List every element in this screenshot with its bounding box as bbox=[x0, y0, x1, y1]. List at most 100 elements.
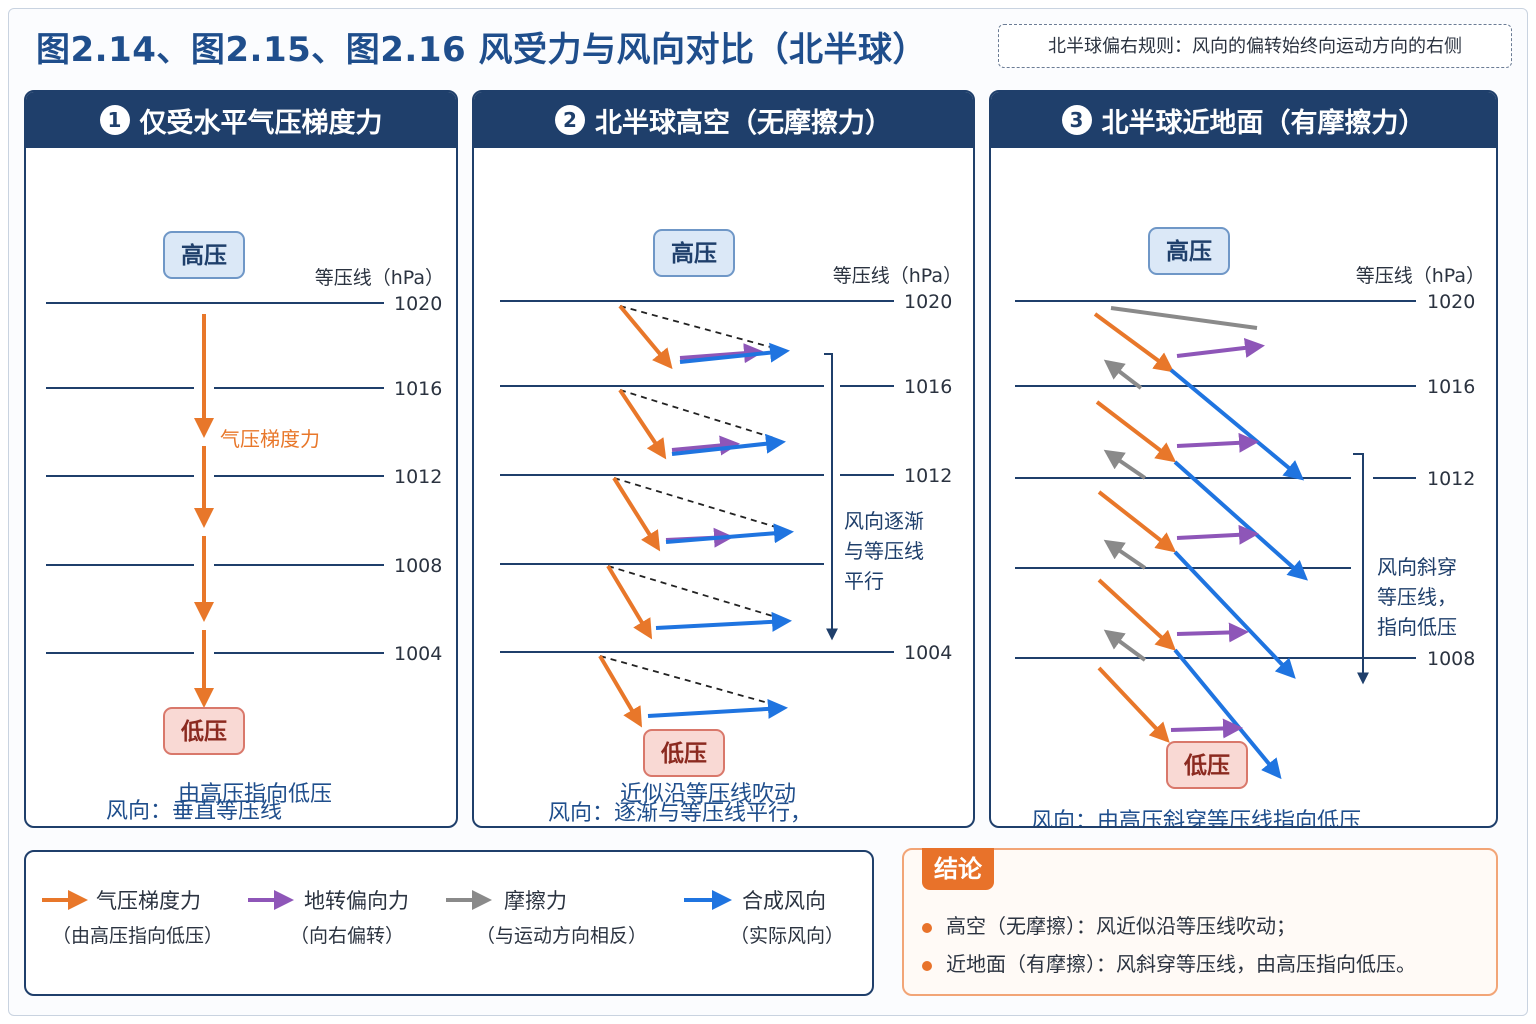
panel-pgf-only: 1 仅受水平气压梯度力 等压线（hPa） 高压 1020 1016 1012 1… bbox=[24, 90, 458, 828]
isobar-label-1016: 1016 bbox=[904, 376, 952, 398]
friction-arrow bbox=[1103, 359, 1143, 390]
pgf-arrow bbox=[1097, 578, 1176, 651]
force-group-4 bbox=[606, 564, 792, 640]
dashed-guide bbox=[613, 477, 780, 529]
high-pressure-box bbox=[163, 231, 245, 279]
low-pressure-box bbox=[1166, 741, 1248, 789]
wind-arrow bbox=[1169, 368, 1305, 481]
panel-2-number: 2 bbox=[555, 105, 585, 135]
isobar-label-1004: 1004 bbox=[904, 642, 952, 664]
conclusion-badge: 结论 bbox=[922, 848, 994, 890]
high-pressure-label: 高压 bbox=[671, 240, 717, 267]
coriolis-arrow bbox=[1176, 432, 1259, 453]
coriolis-arrow bbox=[671, 435, 740, 456]
legend-coriolis-sub: （向右偏转） bbox=[290, 925, 404, 947]
legend-box: 气压梯度力 （由高压指向低压） 地转偏向力 （向右偏转） 摩擦力 （与运动方向相… bbox=[24, 850, 874, 996]
side-note-line1: 风向斜穿 bbox=[1377, 555, 1457, 579]
isobar-label-1008: 1008 bbox=[394, 555, 442, 577]
low-pressure-label: 低压 bbox=[1183, 753, 1230, 779]
panel-1-number: 1 bbox=[99, 105, 130, 135]
friction-line bbox=[1110, 306, 1258, 330]
isobar-header: 等压线（hPa） bbox=[833, 265, 962, 287]
conclusion-text-2: 近地面（有摩擦）：风斜穿等压线，由高压指向低压。 bbox=[946, 952, 1416, 976]
dashed-guide bbox=[619, 305, 775, 349]
high-pressure-box bbox=[1148, 227, 1230, 275]
pgf-arrow bbox=[1093, 312, 1175, 373]
isobar-label-1004: 1004 bbox=[394, 643, 442, 665]
conclusion-item: 高空（无摩擦）：风近似沿等压线吹动； bbox=[922, 910, 1296, 939]
wind-arrow bbox=[1173, 550, 1296, 679]
trend-arrow bbox=[1353, 453, 1369, 685]
pgf-arrow bbox=[1097, 666, 1170, 743]
friction-arrow bbox=[1103, 539, 1147, 570]
wind-direction-line1: 风向：垂直等压线 bbox=[106, 799, 282, 824]
wind-arrow bbox=[1173, 460, 1308, 581]
wind-direction-line1: 风向：逐渐与等压线平行， bbox=[548, 801, 812, 826]
friction-arrow bbox=[1103, 449, 1147, 480]
isobar-label-1020: 1020 bbox=[904, 291, 952, 313]
wind-arrow bbox=[647, 698, 788, 719]
high-pressure-label: 高压 bbox=[1166, 238, 1212, 265]
legend-friction-sub: （与运动方向相反） bbox=[476, 925, 647, 947]
panel-3-number: 3 bbox=[1061, 105, 1092, 135]
panel-2-title: 北半球高空（无摩擦力） bbox=[595, 107, 892, 139]
high-pressure-label: 高压 bbox=[181, 242, 227, 269]
coriolis-arrow bbox=[1176, 622, 1249, 643]
legend-friction-name: 摩擦力 bbox=[504, 889, 567, 913]
legend-pgf-name: 气压梯度力 bbox=[96, 889, 201, 913]
page-title: 图2.14、图2.15、图2.16 风受力与风向对比（北半球） bbox=[36, 30, 927, 70]
force-group-2 bbox=[1095, 400, 1308, 581]
wind-arrow bbox=[679, 342, 790, 364]
side-note-line1: 风向逐渐 bbox=[844, 509, 924, 533]
force-group-4 bbox=[1097, 578, 1282, 780]
panel-near-surface: 3 北半球近地面（有摩擦力） 等压线（hPa） 高压 1020 1016 101… bbox=[989, 90, 1498, 828]
friction-arrow bbox=[1103, 629, 1147, 662]
isobar-label-1016: 1016 bbox=[1427, 376, 1475, 398]
conclusion-text-1: 高空（无摩擦）：风近似沿等压线吹动； bbox=[946, 914, 1296, 938]
wind-direction-line2: 近似沿等压线吹动 bbox=[620, 782, 797, 807]
isobar-label-1020: 1020 bbox=[394, 293, 442, 315]
pgf-arrow bbox=[606, 564, 653, 640]
low-pressure-box bbox=[163, 707, 245, 755]
panel-2-diagram: 等压线（hPa） 高压 1020 1016 1012 1004 bbox=[500, 229, 962, 826]
coriolis-arrow bbox=[1176, 524, 1259, 545]
dashed-guide bbox=[619, 389, 775, 439]
force-group-5 bbox=[598, 654, 788, 728]
bullet-dot-icon bbox=[922, 922, 932, 933]
legend-diagram: 气压梯度力 （由高压指向低压） 地转偏向力 （向右偏转） 摩擦力 （与运动方向相… bbox=[42, 889, 844, 947]
wind-arrow bbox=[1173, 648, 1282, 780]
side-note-line2: 等压线， bbox=[1377, 585, 1457, 609]
coriolis-arrow bbox=[679, 343, 764, 364]
isobar-header: 等压线（hPa） bbox=[1356, 265, 1485, 287]
wind-arrow bbox=[671, 433, 786, 456]
wind-direction-line1: 风向：由高压斜穿等压线指向低压 bbox=[1031, 809, 1361, 828]
pgf-label: 气压梯度力 bbox=[220, 427, 320, 451]
conclusion-item: 近地面（有摩擦）：风斜穿等压线，由高压指向低压。 bbox=[922, 948, 1416, 977]
wind-arrow bbox=[665, 523, 794, 544]
isobar-label-1012: 1012 bbox=[394, 466, 442, 488]
isobar-label-1012: 1012 bbox=[904, 465, 952, 487]
rule-note: 北半球偏右规则：风向的偏转始终向运动方向的右侧 bbox=[998, 24, 1512, 68]
side-note-line3: 平行 bbox=[844, 569, 884, 593]
wind-direction-line2: 由高压指向低压 bbox=[178, 782, 333, 807]
isobar-label-1012: 1012 bbox=[1427, 468, 1475, 490]
dashed-guide bbox=[607, 565, 780, 619]
pgf-arrow bbox=[618, 388, 667, 460]
panel-1-title: 仅受水平气压梯度力 bbox=[139, 107, 383, 139]
pgf-arrow bbox=[618, 304, 673, 370]
pgf-arrow bbox=[598, 654, 643, 728]
isobar-label-1020: 1020 bbox=[1427, 291, 1475, 313]
legend-coriolis-name: 地转偏向力 bbox=[304, 889, 409, 913]
pgf-arrow bbox=[1097, 490, 1177, 553]
conclusion-box: 结论 高空（无摩擦）：风近似沿等压线吹动； 近地面（有摩擦）：风斜穿等压线，由高… bbox=[902, 848, 1498, 996]
legend-pgf-sub: （由高压指向低压） bbox=[52, 925, 223, 947]
side-note-line3: 指向低压 bbox=[1377, 615, 1457, 639]
coriolis-arrow bbox=[1176, 337, 1265, 358]
legend-wind-name: 合成风向 bbox=[742, 889, 826, 913]
legend-wind-sub: （实际风向） bbox=[730, 925, 844, 947]
low-pressure-label: 低压 bbox=[180, 719, 227, 745]
isobar-label-1008: 1008 bbox=[1427, 648, 1475, 670]
coriolis-arrow bbox=[1170, 718, 1243, 739]
panel-2-header: 2 北半球高空（无摩擦力） bbox=[474, 92, 973, 148]
panel-3-diagram: 等压线（hPa） 高压 1020 1016 1012 1008 bbox=[1015, 227, 1485, 828]
